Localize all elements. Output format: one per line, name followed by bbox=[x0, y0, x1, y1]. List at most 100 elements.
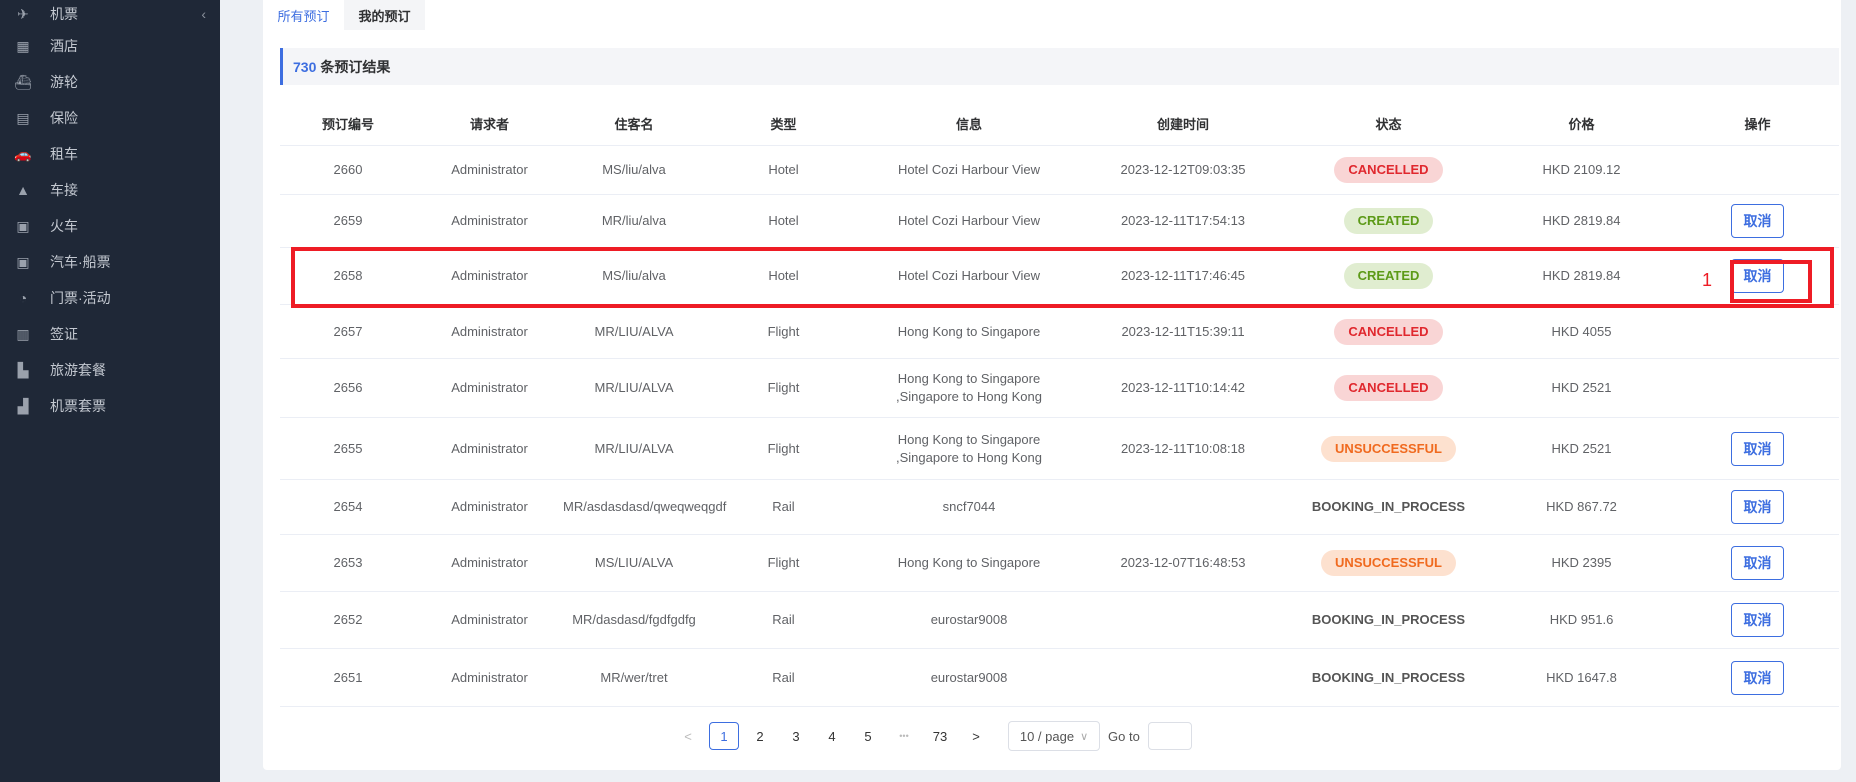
pagination: <1 2 3 4 5 ••• 73 >10 / page ∨ Go to bbox=[670, 720, 1192, 752]
cancel-button[interactable]: 取消 bbox=[1731, 603, 1784, 637]
next-page-button[interactable]: > bbox=[972, 728, 980, 744]
cell-status: CREATED bbox=[1290, 263, 1487, 289]
sidebar-item[interactable]: ◔ 门票·活动 bbox=[0, 280, 220, 316]
sidebar: ✈ 机票 ‹ ▦ 酒店 ⛴ 游轮 ▤ 保险 🚗 租车 ▲ 车接 ▣ 火车 ▣ 汽车·船票 ◔ 门票·活动 ▥ 签证 ▙ 旅游… bbox=[0, 0, 220, 782]
cell-created: 2023-12-07T16:48:53 bbox=[1120, 555, 1246, 570]
cell-requester: Administrator bbox=[451, 162, 528, 177]
cell-id: 2659 bbox=[333, 213, 363, 228]
cell-action: 取消 bbox=[1676, 259, 1839, 293]
cell-info: eurostar9008 bbox=[930, 612, 1008, 627]
cell-action: 取消 bbox=[1676, 546, 1839, 580]
cell-status: UNSUCCESSFUL bbox=[1290, 550, 1487, 576]
page-size-select[interactable]: 10 / page ∨ bbox=[1008, 721, 1100, 751]
cell-price: HKD 867.72 bbox=[1546, 499, 1617, 514]
sidebar-item[interactable]: ▣ 汽车·船票 bbox=[0, 244, 220, 280]
cell-price: HKD 2521 bbox=[1551, 380, 1612, 395]
cell-requester: Administrator bbox=[451, 612, 528, 627]
column-header: 类型 bbox=[770, 116, 797, 132]
content-card bbox=[263, 0, 1841, 770]
sidebar-item[interactable]: ▦ 酒店 bbox=[0, 28, 220, 64]
cell-id: 2658 bbox=[333, 268, 363, 283]
table-row: 2652 Administrator MR/dasdasd/fgdfgdfg Rail… bbox=[280, 592, 1839, 649]
table-row: 2656 Administrator MR/LIU/ALVA Flight Hong K… bbox=[280, 359, 1839, 418]
chevron-left-icon[interactable]: ‹ bbox=[201, 6, 206, 22]
goto-input[interactable] bbox=[1147, 722, 1192, 750]
sidebar-item[interactable]: ▟ 机票套票 bbox=[0, 388, 220, 424]
cell-status: CREATED bbox=[1290, 208, 1487, 234]
cell-status: UNSUCCESSFUL bbox=[1290, 435, 1487, 462]
cell-id: 2653 bbox=[333, 555, 363, 570]
sidebar-item-label: 旅游套餐 bbox=[50, 362, 106, 378]
sidebar-item-label: 游轮 bbox=[50, 74, 78, 90]
sidebar-item[interactable]: ▤ 保险 bbox=[0, 100, 220, 136]
sidebar-item-label: 租车 bbox=[50, 146, 78, 162]
cancel-button[interactable]: 取消 bbox=[1731, 259, 1784, 293]
prev-page-button[interactable]: < bbox=[684, 728, 692, 744]
table-row: 2658 Administrator MS/liu/alva Hotel Hotel C… bbox=[280, 248, 1839, 305]
sidebar-item[interactable]: ▙ 旅游套餐 bbox=[0, 352, 220, 388]
tab-my-bookings[interactable]: 我的预订 bbox=[344, 0, 425, 30]
cell-id: 2652 bbox=[333, 612, 363, 627]
cancel-button[interactable]: 取消 bbox=[1731, 431, 1784, 466]
cell-requester: Administrator bbox=[451, 555, 528, 570]
cell-guest: MR/asdasdasd/qweqweqgdf bbox=[563, 499, 727, 514]
page-4-button[interactable]: 4 bbox=[828, 728, 836, 744]
cell-status: CANCELLED bbox=[1290, 318, 1487, 345]
cell-price: HKD 4055 bbox=[1551, 323, 1612, 339]
cell-id: 2651 bbox=[333, 669, 363, 685]
cell-guest: MR/wer/tret bbox=[600, 669, 668, 685]
ellipsis-icon[interactable]: ••• bbox=[899, 731, 909, 741]
cell-requester: Administrator bbox=[451, 323, 528, 339]
cell-status: BOOKING_IN_PROCESS bbox=[1290, 607, 1487, 633]
cell-status: BOOKING_IN_PROCESS bbox=[1290, 494, 1487, 520]
page-3-button[interactable]: 3 bbox=[792, 728, 800, 744]
sidebar-item[interactable]: ▣ 火车 bbox=[0, 208, 220, 244]
table-row: 2660 Administrator MS/liu/alva Hotel Hotel C… bbox=[280, 146, 1839, 195]
gauge-icon: ◔ bbox=[18, 290, 28, 306]
sidebar-item-label: 保险 bbox=[50, 110, 78, 126]
column-header: 请求者 bbox=[469, 116, 509, 132]
sidebar-item[interactable]: ▥ 签证 bbox=[0, 316, 220, 352]
page-size-value: 10 / page bbox=[1019, 728, 1075, 744]
cancel-button[interactable]: 取消 bbox=[1731, 490, 1784, 524]
cell-guest: MR/liu/alva bbox=[601, 213, 667, 228]
taxi-icon: ▲ bbox=[16, 182, 30, 198]
page-2-button[interactable]: 2 bbox=[756, 728, 764, 744]
cell-type: Hotel bbox=[768, 213, 799, 228]
sidebar-item-label: 签证 bbox=[50, 326, 78, 342]
status-badge: BOOKING_IN_PROCESS bbox=[1311, 499, 1466, 514]
status-badge: CANCELLED bbox=[1334, 157, 1443, 183]
ship-icon: ⛴ bbox=[14, 73, 32, 90]
cancel-button[interactable]: 取消 bbox=[1731, 204, 1784, 238]
tab-all-bookings[interactable]: 所有预订 bbox=[263, 0, 344, 30]
cell-action: 取消 bbox=[1676, 204, 1839, 238]
column-header: 创建时间 bbox=[1156, 116, 1209, 132]
cell-created: 2023-12-11T15:39:11 bbox=[1121, 323, 1245, 339]
page-last-button[interactable]: 73 bbox=[932, 728, 948, 744]
cancel-button[interactable]: 取消 bbox=[1731, 546, 1784, 580]
table-row: 2653 Administrator MS/LIU/ALVA Flight Hong K… bbox=[280, 535, 1839, 592]
chevron-down-icon: ∨ bbox=[1080, 730, 1089, 743]
cell-info: Hotel Cozi Harbour View bbox=[897, 268, 1041, 283]
page-5-button[interactable]: 5 bbox=[864, 728, 872, 744]
page-1-button[interactable]: 1 bbox=[709, 722, 739, 750]
column-header: 操作 bbox=[1744, 116, 1771, 132]
status-badge: BOOKING_IN_PROCESS bbox=[1311, 612, 1466, 627]
plane-icon: ✈ bbox=[17, 5, 29, 22]
cancel-button[interactable]: 取消 bbox=[1731, 660, 1784, 695]
sidebar-item[interactable]: 🚗 租车 bbox=[0, 136, 220, 172]
annotation-label: 1 bbox=[1702, 270, 1713, 290]
cell-price: HKD 1647.8 bbox=[1546, 669, 1617, 685]
tabs: 所有预订 我的预订 bbox=[263, 0, 425, 30]
cell-created: 2023-12-11T10:08:18 bbox=[1120, 440, 1246, 456]
cell-id: 2656 bbox=[333, 380, 363, 395]
cell-info: Hotel Cozi Harbour View bbox=[897, 162, 1041, 177]
sidebar-item[interactable]: ▲ 车接 bbox=[0, 172, 220, 208]
sidebar-item-label: 门票·活动 bbox=[50, 290, 111, 306]
column-header: 价格 bbox=[1568, 116, 1595, 132]
sidebar-item[interactable]: ✈ 机票 ‹ bbox=[0, 0, 220, 32]
sidebar-item[interactable]: ⛴ 游轮 bbox=[0, 64, 220, 100]
cell-info: Hong Kong to Singapore bbox=[897, 555, 1041, 570]
result-count: 730 bbox=[293, 58, 317, 75]
cell-action: 取消 bbox=[1676, 431, 1839, 466]
